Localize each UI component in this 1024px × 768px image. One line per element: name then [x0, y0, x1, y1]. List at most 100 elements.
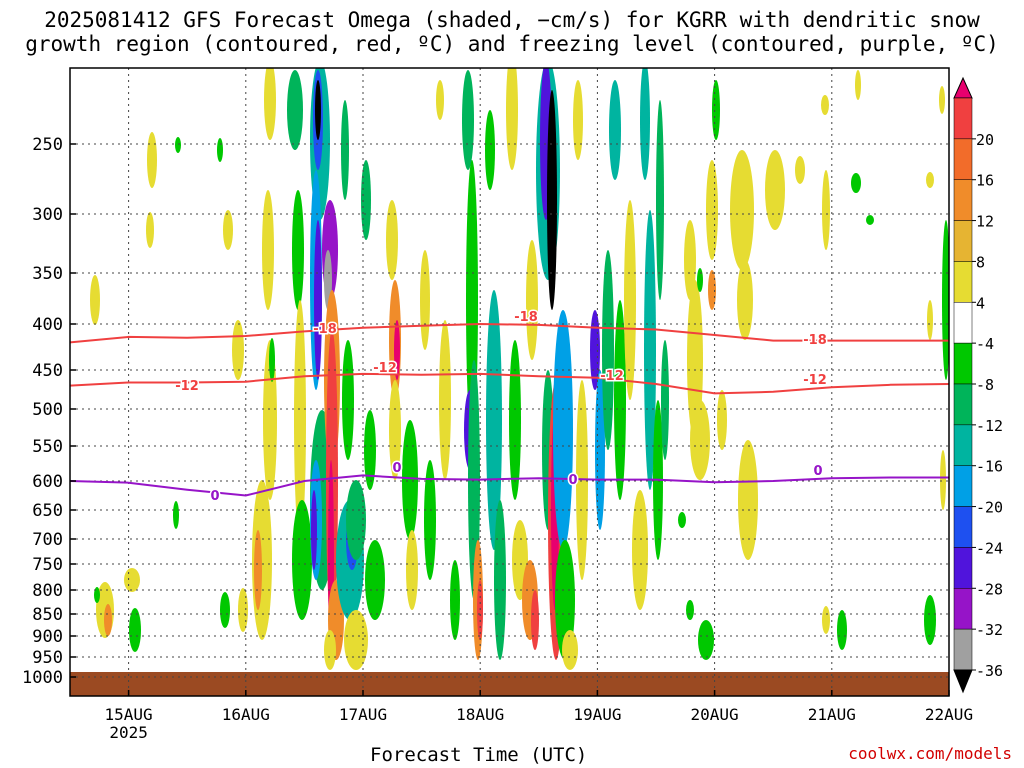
- chart-title-line1: 2025081412 GFS Forecast Omega (shaded, −…: [44, 8, 980, 32]
- omega-shade-cell: [614, 300, 626, 500]
- colorbar-swatch: [953, 424, 973, 466]
- omega-shade-cell: [269, 338, 275, 382]
- omega-shade-cell: [562, 630, 578, 670]
- omega-shade-cell: [526, 240, 538, 360]
- contour-line: [70, 322, 949, 344]
- omega-shade-cell: [924, 595, 936, 645]
- omega-shade-cell: [656, 100, 664, 300]
- colorbar-swatch: [953, 138, 973, 180]
- contour-line: [70, 474, 949, 497]
- omega-shade-cell: [292, 500, 312, 620]
- colorbar-label: -16: [976, 458, 1003, 476]
- omega-shade-cell: [795, 156, 805, 184]
- omega-shade-cell: [462, 70, 474, 170]
- omega-shade-cell: [624, 200, 636, 400]
- y-tick-label: 750: [32, 555, 63, 575]
- omega-shade-cell: [394, 320, 400, 380]
- credit-link[interactable]: coolwx.com/models: [848, 744, 1012, 763]
- y-tick-label: 600: [32, 472, 63, 492]
- omega-shade-cell: [147, 132, 157, 188]
- colorbar-label: -28: [976, 580, 1003, 598]
- omega-shade-cell: [287, 70, 303, 150]
- omega-shade-cell: [124, 568, 140, 592]
- omega-shade-cell: [494, 500, 506, 660]
- colorbar-label: -24: [976, 539, 1003, 557]
- colorbar-label: 8: [976, 253, 985, 271]
- contour-label: -18: [514, 310, 538, 325]
- omega-shade-cell: [531, 590, 539, 650]
- x-tick-label: 15AUG: [105, 705, 153, 724]
- x-tick-label: 20AUG: [691, 705, 739, 724]
- contour-line: [70, 372, 949, 395]
- y-tick-label: 250: [32, 135, 63, 155]
- colorbar-label: -36: [976, 662, 1003, 680]
- contour-label: -12: [373, 361, 397, 376]
- omega-shade-cell: [450, 560, 460, 640]
- omega-shade-cell: [220, 592, 230, 628]
- colorbar-label: 4: [976, 294, 985, 312]
- colorbar-swatch: [953, 383, 973, 426]
- omega-shade-cell: [927, 300, 933, 340]
- x-tick-label: 16AUG: [222, 705, 270, 724]
- omega-shade-cell: [684, 220, 696, 300]
- colorbar-swatch: [953, 342, 973, 385]
- omega-shade-cell: [364, 410, 376, 490]
- y-tick-label: 800: [32, 581, 63, 601]
- y-tick-label: 500: [32, 400, 63, 420]
- contour-label: -12: [600, 369, 624, 384]
- x-tick-label: 18AUG: [456, 705, 504, 724]
- colorbar-swatch: [953, 465, 973, 507]
- omega-shade-cell: [661, 340, 669, 460]
- omega-shade-cell: [223, 210, 233, 250]
- omega-shade-cell: [104, 604, 112, 636]
- colorbar-label: -12: [976, 417, 1003, 435]
- omega-shade-cell: [940, 450, 946, 510]
- omega-shade-cell: [686, 600, 694, 620]
- omega-shade-cell: [690, 400, 710, 480]
- y-tick-label: 350: [32, 264, 63, 284]
- omega-shade-cell: [389, 380, 401, 480]
- omega-shade-cell: [717, 390, 727, 450]
- omega-shade-cell: [264, 68, 276, 140]
- omega-shade-cell: [346, 480, 366, 560]
- colorbar-swatch: [953, 220, 973, 262]
- omega-shade-cell: [439, 320, 451, 480]
- omega-shade-cell: [342, 340, 354, 460]
- omega-shade-cell: [129, 608, 141, 652]
- omega-shade-cell: [738, 440, 758, 560]
- colorbar-label: 20: [976, 131, 994, 149]
- omega-shade-cell: [146, 212, 154, 248]
- x-tick-label: 21AUG: [808, 705, 856, 724]
- omega-shade-cell: [822, 170, 830, 250]
- omega-shade-cell: [926, 172, 934, 188]
- y-tick-label: 550: [32, 437, 63, 457]
- contour-label: -12: [175, 379, 199, 394]
- omega-shade-cell: [406, 530, 418, 610]
- omega-shade-cell: [420, 250, 430, 350]
- y-tick-label: 700: [32, 530, 63, 550]
- x-year-label: 2025: [109, 723, 148, 742]
- colorbar-swatch: [953, 261, 973, 303]
- colorbar-swatch: [953, 547, 973, 589]
- y-axis: 2503003504004505005506006507007508008509…: [22, 135, 76, 688]
- omega-shade-cell: [424, 460, 436, 580]
- colorbar-label: -8: [976, 376, 994, 394]
- omega-shade-cell: [687, 280, 703, 440]
- omega-shade-cell: [90, 275, 100, 325]
- contour-label: 0: [568, 473, 577, 488]
- grid-lines: [70, 68, 949, 696]
- contour-label: 0: [210, 489, 219, 504]
- omega-shading: [90, 68, 949, 670]
- omega-shade-cell: [341, 100, 349, 200]
- plot-frame: [69, 67, 950, 697]
- colorbar-label: -20: [976, 499, 1003, 517]
- y-tick-label: 450: [32, 361, 63, 381]
- contour-label: 0: [392, 461, 401, 476]
- omega-shade-cell: [822, 606, 830, 634]
- chart-title-line2: growth region (contoured, red, ºC) and f…: [25, 32, 999, 56]
- omega-shade-cell: [737, 260, 753, 340]
- omega-shade-cell: [547, 90, 557, 310]
- omega-shade-cell: [173, 501, 179, 529]
- omega-shade-cell: [939, 86, 945, 114]
